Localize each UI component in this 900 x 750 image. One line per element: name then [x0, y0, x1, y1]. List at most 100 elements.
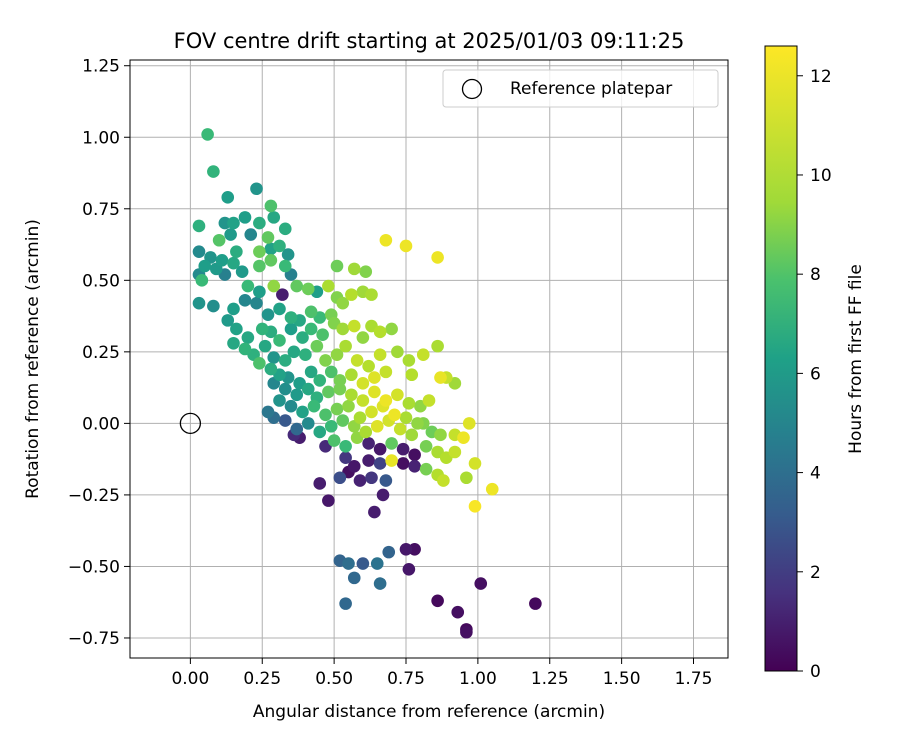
data-point: [368, 505, 381, 519]
data-point: [379, 365, 393, 379]
data-point: [356, 331, 370, 344]
x-axis-ticks: 0.00 0.25 0.50 0.75 1.00 1.25 1.50 1.75: [171, 658, 712, 689]
reference-marker-layer: [179, 412, 202, 435]
data-point: [261, 405, 275, 419]
data-point: [195, 274, 209, 287]
data-point: [241, 279, 255, 293]
colorbar-gradient: [764, 45, 798, 672]
data-point: [278, 382, 292, 396]
colorbar-tick-label: 10: [810, 166, 832, 186]
data-point: [324, 365, 338, 379]
data-point: [304, 365, 318, 379]
data-point: [230, 245, 243, 259]
data-point: [333, 382, 347, 396]
data-point: [356, 377, 370, 390]
data-point: [391, 345, 404, 359]
data-point: [261, 231, 275, 244]
data-point: [529, 597, 542, 610]
colorbar: 0 2 4 6 8 10 12 Hours from first FF file: [764, 45, 866, 682]
data-point: [301, 417, 315, 430]
data-point: [322, 385, 335, 399]
data-point: [227, 336, 240, 350]
data-point: [362, 359, 375, 373]
data-point: [227, 216, 240, 230]
data-point: [339, 339, 352, 353]
data-point: [408, 459, 421, 473]
data-point: [221, 314, 235, 327]
data-point: [474, 577, 488, 590]
data-point: [322, 279, 335, 293]
data-point: [416, 348, 430, 362]
y-tick-label: 0.25: [82, 343, 120, 363]
legend-entry-label: Reference platepar: [510, 79, 672, 99]
data-point: [284, 311, 298, 324]
data-point: [238, 342, 252, 356]
data-point: [353, 411, 367, 424]
data-point: [238, 211, 252, 224]
data-point: [382, 545, 396, 559]
data-point: [336, 322, 350, 336]
data-point: [319, 354, 332, 367]
data-point: [267, 351, 281, 364]
data-point: [327, 434, 341, 447]
data-point: [333, 471, 347, 485]
data-point: [485, 482, 499, 496]
data-point: [391, 388, 404, 402]
data-point: [399, 411, 413, 424]
data-point: [402, 397, 416, 410]
data-point: [356, 557, 370, 570]
data-point: [301, 382, 315, 396]
data-point: [388, 408, 401, 422]
data-point: [342, 557, 355, 570]
data-point: [273, 394, 286, 407]
y-tick-label: 0.00: [82, 414, 120, 434]
data-point: [218, 216, 232, 230]
data-point: [373, 348, 387, 362]
data-point: [345, 368, 358, 382]
data-point: [290, 279, 304, 293]
data-point: [339, 597, 352, 610]
y-tick-label: 1.25: [82, 57, 120, 77]
data-point: [405, 368, 419, 382]
data-point: [462, 417, 476, 430]
data-point: [373, 457, 387, 470]
x-tick-label: 0.75: [387, 669, 425, 689]
legend-box: [442, 69, 719, 108]
data-point: [370, 419, 384, 433]
data-point: [316, 328, 329, 341]
data-point: [227, 256, 240, 270]
data-point: [339, 451, 352, 465]
data-point: [330, 348, 344, 362]
x-tick-label: 1.25: [531, 669, 569, 689]
data-point: [373, 442, 387, 456]
data-point: [356, 394, 370, 407]
data-point: [468, 500, 482, 513]
data-point: [207, 165, 220, 178]
x-tick-label: 0.50: [315, 669, 353, 689]
data-point: [255, 322, 269, 336]
data-point: [322, 494, 335, 507]
data-point: [198, 259, 212, 273]
data-point: [221, 191, 235, 204]
data-point: [192, 219, 206, 233]
data-point: [192, 296, 206, 310]
data-point: [379, 233, 393, 247]
data-point: [278, 354, 292, 367]
data-point: [468, 457, 482, 470]
data-point: [290, 388, 304, 402]
data-point: [235, 265, 249, 279]
data-point: [345, 288, 358, 301]
data-point: [281, 248, 295, 261]
data-point: [273, 302, 286, 316]
data-point: [273, 239, 286, 253]
y-tick-label: 0.50: [82, 271, 120, 291]
data-point: [431, 251, 444, 264]
data-point: [339, 439, 352, 453]
colorbar-tick-label: 6: [810, 364, 821, 384]
legend-marker-icon: [461, 78, 483, 100]
data-point: [253, 356, 266, 370]
data-point: [362, 454, 375, 467]
y-axis-label: Rotation from reference (arcmin): [23, 219, 43, 499]
data-point: [207, 299, 220, 313]
data-point: [324, 419, 338, 433]
